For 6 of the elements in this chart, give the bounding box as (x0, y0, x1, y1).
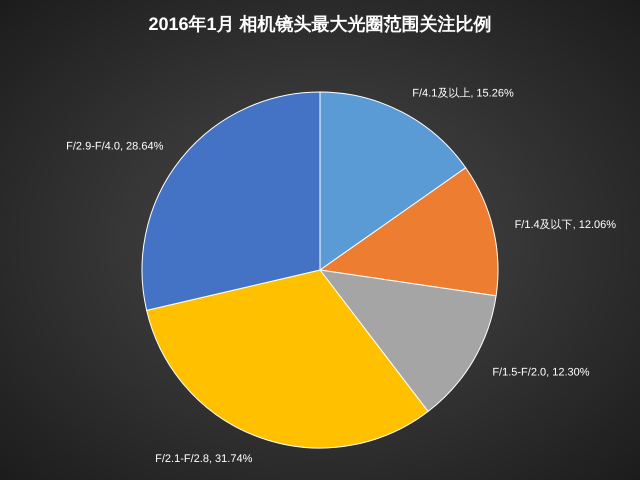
slice-label: F/1.4及以下, 12.06% (514, 218, 616, 231)
slice-label: F/4.1及以上, 15.26% (412, 86, 514, 100)
slice-label: F/1.5-F/2.0, 12.30% (492, 366, 590, 378)
slice-label: F/2.1-F/2.8, 31.74% (155, 453, 253, 466)
chart-title: 2016年1月 相机镜头最大光圈范围关注比例 (148, 14, 492, 34)
slice-label: F/2.9-F/4.0, 28.64% (66, 140, 164, 153)
